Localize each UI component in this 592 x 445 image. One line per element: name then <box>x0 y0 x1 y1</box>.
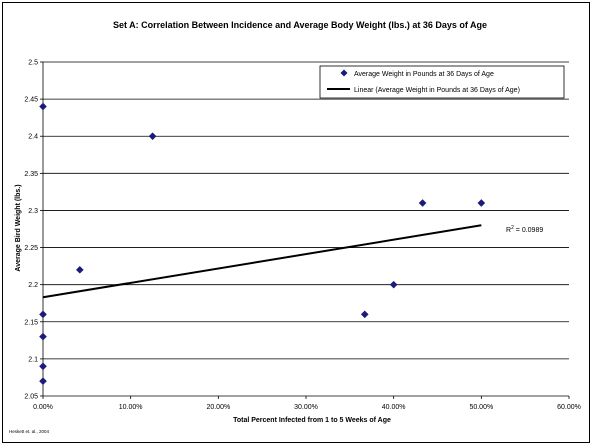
x-axis-tick-label: 50.00% <box>469 404 493 411</box>
y-axis-tick-label: 2.05 <box>24 394 38 401</box>
y-axis-tick-labels: 2.05 2.1 2.15 2.2 2.25 2.3 2.35 2.4 2.45 2.5 <box>24 60 38 401</box>
r-squared-annotation: R2 = 0.0989 <box>506 225 543 234</box>
r-squared-base: R <box>506 227 511 234</box>
data-point <box>389 280 398 289</box>
y-axis-tick-label: 2.4 <box>28 134 38 141</box>
data-point <box>477 199 486 207</box>
data-point <box>418 199 427 207</box>
data-point <box>39 377 47 386</box>
x-axis-tick-labels: 0.00% 10.00% 20.00% 30.00% 40.00% 50.00% 60.00… <box>33 404 581 411</box>
data-point <box>39 310 47 319</box>
chart-title: Set A: Correlation Between Incidence and… <box>113 20 487 30</box>
footnote: Heskett et. al., 2004 <box>9 429 50 434</box>
legend-label-series-1: Average Weight in Pounds at 36 Days of A… <box>354 71 494 78</box>
data-point <box>75 265 84 274</box>
y-axis-tick-label: 2.3 <box>28 208 38 215</box>
trendline-layer <box>42 224 482 299</box>
legend-marker-diamond <box>340 69 348 77</box>
y-axis-tick-label: 2.25 <box>24 245 38 252</box>
x-axis-tick-label: 60.00% <box>557 404 581 411</box>
y-axis-label: Average Bird Weight (lbs.) <box>15 184 22 271</box>
legend-box <box>319 65 565 99</box>
r-squared-sup: 2 <box>511 225 514 231</box>
trendline <box>42 224 482 299</box>
y-axis-tick-label: 2.1 <box>28 356 38 363</box>
legend: Average Weight in Pounds at 36 Days of A… <box>319 65 565 99</box>
x-axis-tick-label: 0.00% <box>33 404 53 411</box>
x-axis-tick-label: 10.00% <box>119 404 143 411</box>
x-axis-tick-label: 20.00% <box>206 404 230 411</box>
data-point <box>360 310 369 319</box>
data-points <box>39 102 486 386</box>
x-axis-tick-label: 30.00% <box>294 404 318 411</box>
r-squared-value: = 0.0989 <box>514 227 543 234</box>
y-axis-tick-label: 2.45 <box>24 97 38 104</box>
y-axis-tick-label: 2.35 <box>24 171 38 178</box>
legend-label-series-2: Linear (Average Weight in Pounds at 36 D… <box>354 87 520 94</box>
data-point <box>148 132 157 141</box>
data-point <box>39 362 47 371</box>
gridlines <box>43 61 569 360</box>
y-axis-tick-label: 2.5 <box>28 60 38 67</box>
x-axis-tick-label: 40.00% <box>382 404 406 411</box>
x-axis-label: Total Percent Infected from 1 to 5 Weeks… <box>233 417 391 424</box>
y-axis-tick-label: 2.2 <box>28 282 38 289</box>
data-point <box>39 102 47 111</box>
y-axis-tick-label: 2.15 <box>24 319 38 326</box>
data-point <box>39 332 47 341</box>
